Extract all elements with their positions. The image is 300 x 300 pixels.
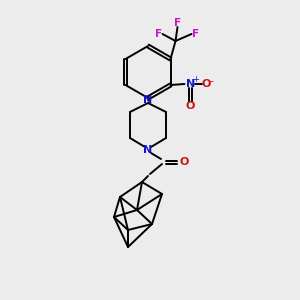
Text: O: O xyxy=(202,79,211,89)
Text: O: O xyxy=(179,157,189,167)
Text: N: N xyxy=(143,95,153,105)
Text: F: F xyxy=(155,29,162,39)
Text: +: + xyxy=(192,74,199,83)
Text: N: N xyxy=(143,145,153,155)
Text: F: F xyxy=(192,29,199,39)
Text: O: O xyxy=(186,101,195,111)
Text: N: N xyxy=(186,79,195,89)
Text: -: - xyxy=(209,76,214,86)
Text: F: F xyxy=(174,18,181,28)
